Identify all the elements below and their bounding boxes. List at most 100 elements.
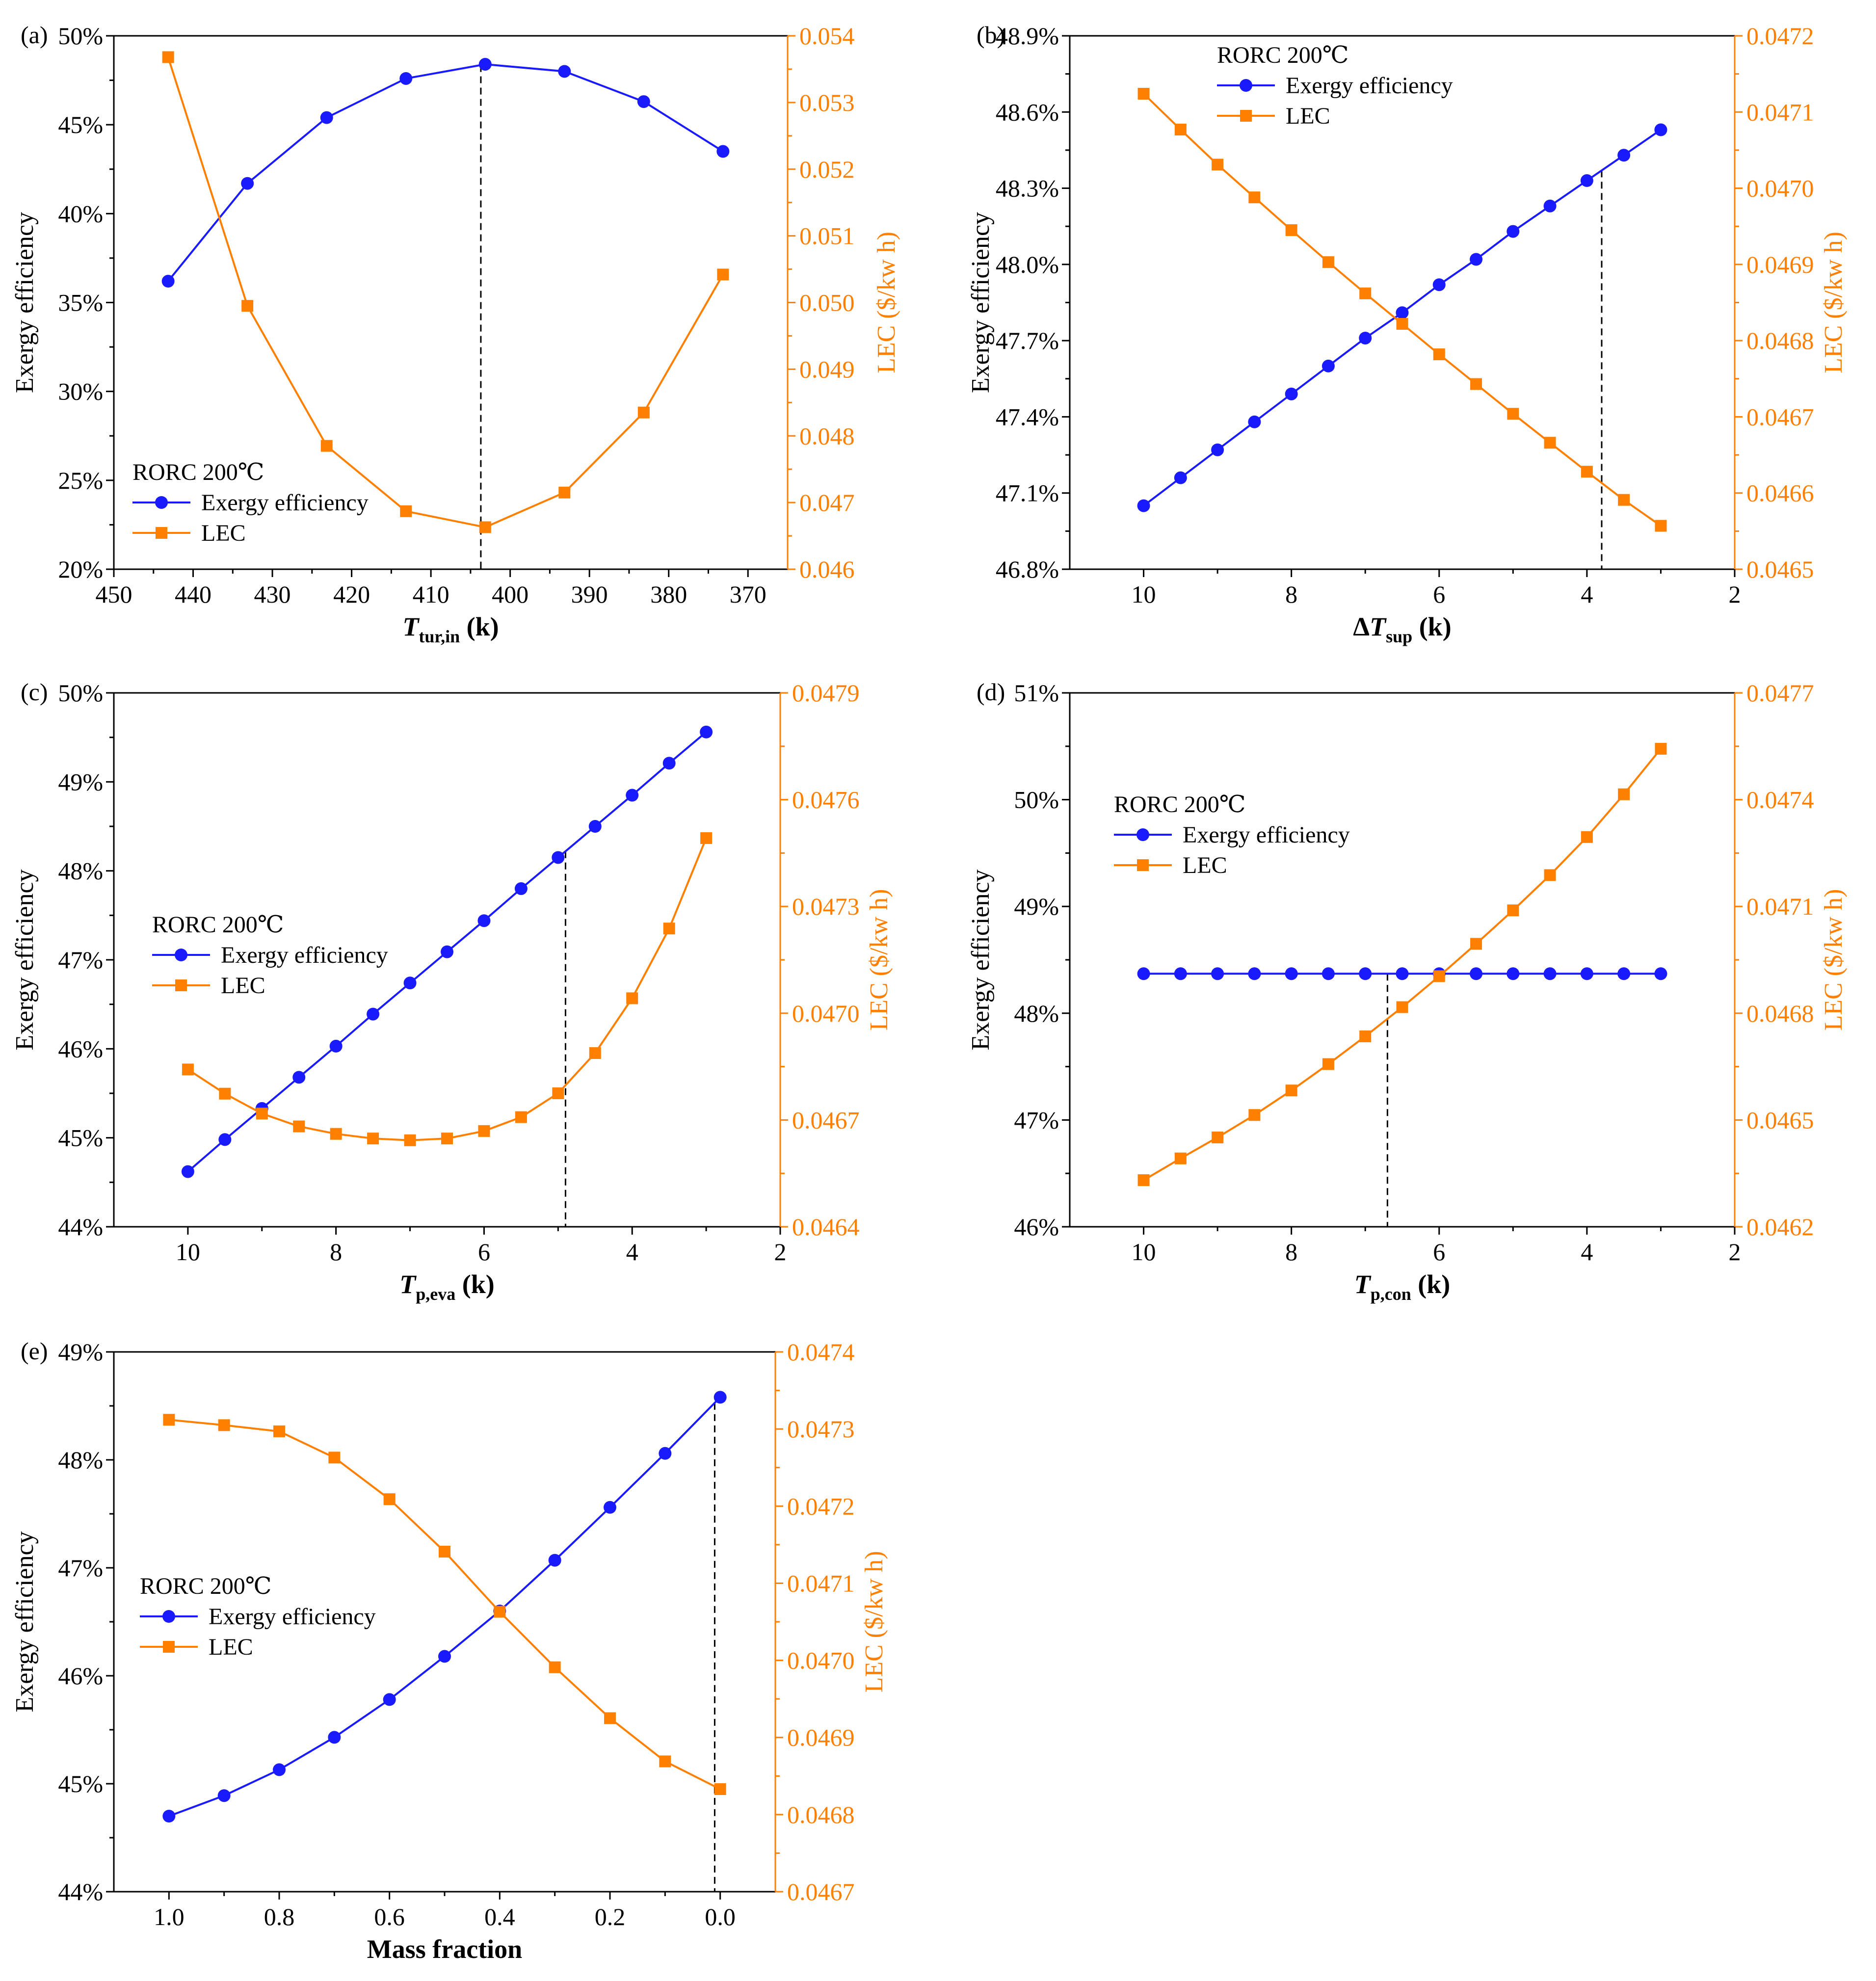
lec-point: [552, 1087, 564, 1099]
lec-point: [589, 1047, 601, 1059]
lec-point: [1322, 1058, 1334, 1070]
exergy-efficiency-point: [329, 1039, 343, 1053]
y-left-tick-label: 47%: [58, 946, 103, 974]
lec-point: [1470, 378, 1482, 390]
y-left-tick-label: 46%: [58, 1662, 103, 1690]
y-right-tick-label: 0.0470: [792, 1000, 860, 1027]
x-tick-label: 6: [478, 1238, 490, 1266]
exergy-efficiency-point: [588, 820, 602, 833]
exergy-efficiency-point: [1470, 967, 1483, 980]
x-tick-label: 10: [1132, 1238, 1156, 1266]
legend-entry: LEC: [209, 1634, 253, 1660]
lec-point: [1544, 869, 1556, 881]
legend-entry: LEC: [1286, 103, 1330, 129]
exergy-efficiency-series-line: [167, 63, 724, 282]
chart-panel-1: 20% 25% 30% 35% 40% 45% 50% 0.046 0.047 0.048 0.04…: [11, 21, 900, 646]
y-right-tick-label: 0.0467: [792, 1106, 860, 1134]
lec-point: [330, 1128, 342, 1140]
y-right-tick-label: 0.054: [799, 22, 855, 50]
y-left-tick-label: 49%: [1014, 893, 1059, 920]
lec-point: [659, 1755, 671, 1768]
x-axis-label: Tp,eva (k): [399, 1269, 495, 1304]
lec-point: [700, 832, 713, 844]
exergy-efficiency-point: [1654, 967, 1667, 980]
lec-point: [1137, 1174, 1150, 1186]
legend-entry: LEC: [201, 520, 246, 546]
exergy-efficiency-point: [1617, 149, 1631, 162]
x-tick-label: 400: [492, 581, 528, 608]
y-left-tick-label: 47%: [58, 1554, 103, 1582]
legend-title: RORC 200℃: [152, 912, 284, 938]
y-right-tick-label: 0.0477: [1746, 679, 1814, 707]
exergy-efficiency-point: [477, 914, 491, 927]
lec-point: [383, 1493, 396, 1506]
x-tick-label: 6: [1433, 1238, 1445, 1266]
y-left-tick-label: 48.6%: [996, 98, 1059, 126]
y-right-tick-label: 0.0470: [787, 1647, 855, 1674]
y-right-tick-label: 0.0467: [787, 1878, 855, 1905]
x-tick-label: 4: [626, 1238, 638, 1266]
exergy-efficiency-point: [700, 725, 713, 739]
x-axis-label: Mass fraction: [367, 1934, 522, 1964]
legend-marker-square: [1240, 110, 1252, 122]
y-right-tick-label: 0.053: [799, 89, 855, 116]
y-right-tick-label: 0.0471: [787, 1569, 855, 1597]
x-tick-label: 0.0: [705, 1903, 736, 1930]
exergy-efficiency-point: [552, 851, 565, 864]
y-left-tick-label: 35%: [58, 289, 103, 317]
y-right-tick-label: 0.0468: [787, 1801, 855, 1828]
y-right-tick-label: 0.051: [799, 222, 855, 250]
exergy-efficiency-point: [1285, 967, 1298, 980]
lec-point: [663, 923, 675, 935]
exergy-efficiency-point: [161, 275, 175, 288]
y-right-tick-label: 0.0468: [1746, 327, 1814, 354]
legend-entry: Exergy efficiency: [1183, 822, 1350, 848]
y-left-tick-label: 46%: [58, 1035, 103, 1062]
lec-point: [604, 1712, 616, 1724]
x-tick-label: 380: [650, 581, 687, 608]
lec-point: [367, 1133, 379, 1145]
x-tick-label: 0.2: [595, 1903, 626, 1930]
x-tick-label: 6: [1433, 581, 1445, 608]
lec-point: [1433, 348, 1445, 361]
y-right-tick-label: 0.0472: [1746, 22, 1814, 50]
lec-point: [515, 1111, 527, 1123]
exergy-efficiency-point: [558, 65, 571, 78]
exergy-efficiency-point: [383, 1693, 396, 1706]
legend: RORC 200℃ Exergy efficiency LEC: [152, 912, 388, 999]
panel-label: (d): [977, 678, 1005, 706]
lec-point: [320, 440, 333, 452]
exergy-efficiency-point: [1174, 967, 1187, 980]
lec-point: [1212, 1131, 1224, 1143]
y-left-tick-label: 47.7%: [996, 327, 1059, 354]
x-tick-label: 1.0: [154, 1903, 185, 1930]
lec-point: [328, 1452, 341, 1464]
legend-title: RORC 200℃: [140, 1573, 271, 1599]
y-right-tick-label: 0.046: [799, 555, 855, 583]
exergy-efficiency-point: [1432, 278, 1446, 291]
exergy-efficiency-point: [217, 1789, 231, 1802]
y-left-tick-label: 48.3%: [996, 175, 1059, 202]
exergy-efficiency-point: [328, 1731, 341, 1744]
y-left-tick-label: 50%: [1014, 786, 1059, 814]
exergy-efficiency-point: [1654, 123, 1667, 136]
x-tick-label: 450: [96, 581, 132, 608]
x-tick-label: 410: [413, 581, 449, 608]
lec-point: [637, 406, 650, 419]
legend-title: RORC 200℃: [1217, 42, 1348, 68]
lec-point: [714, 1783, 726, 1795]
x-tick-label: 4: [1581, 581, 1593, 608]
y-right-tick-label: 0.050: [799, 289, 855, 317]
exergy-efficiency-point: [604, 1501, 616, 1514]
x-tick-label: 440: [175, 581, 211, 608]
x-tick-label: 370: [730, 581, 766, 608]
exergy-efficiency-point: [1580, 174, 1593, 187]
y-left-tick-label: 45%: [58, 1124, 103, 1152]
exergy-efficiency-point: [662, 757, 676, 770]
panel-label: (b): [977, 21, 1005, 49]
lec-point: [241, 300, 254, 312]
y-right-tick-label: 0.0474: [787, 1338, 855, 1366]
exergy-efficiency-point: [626, 789, 639, 802]
lec-point: [1433, 970, 1445, 982]
exergy-efficiency-point: [181, 1165, 194, 1178]
